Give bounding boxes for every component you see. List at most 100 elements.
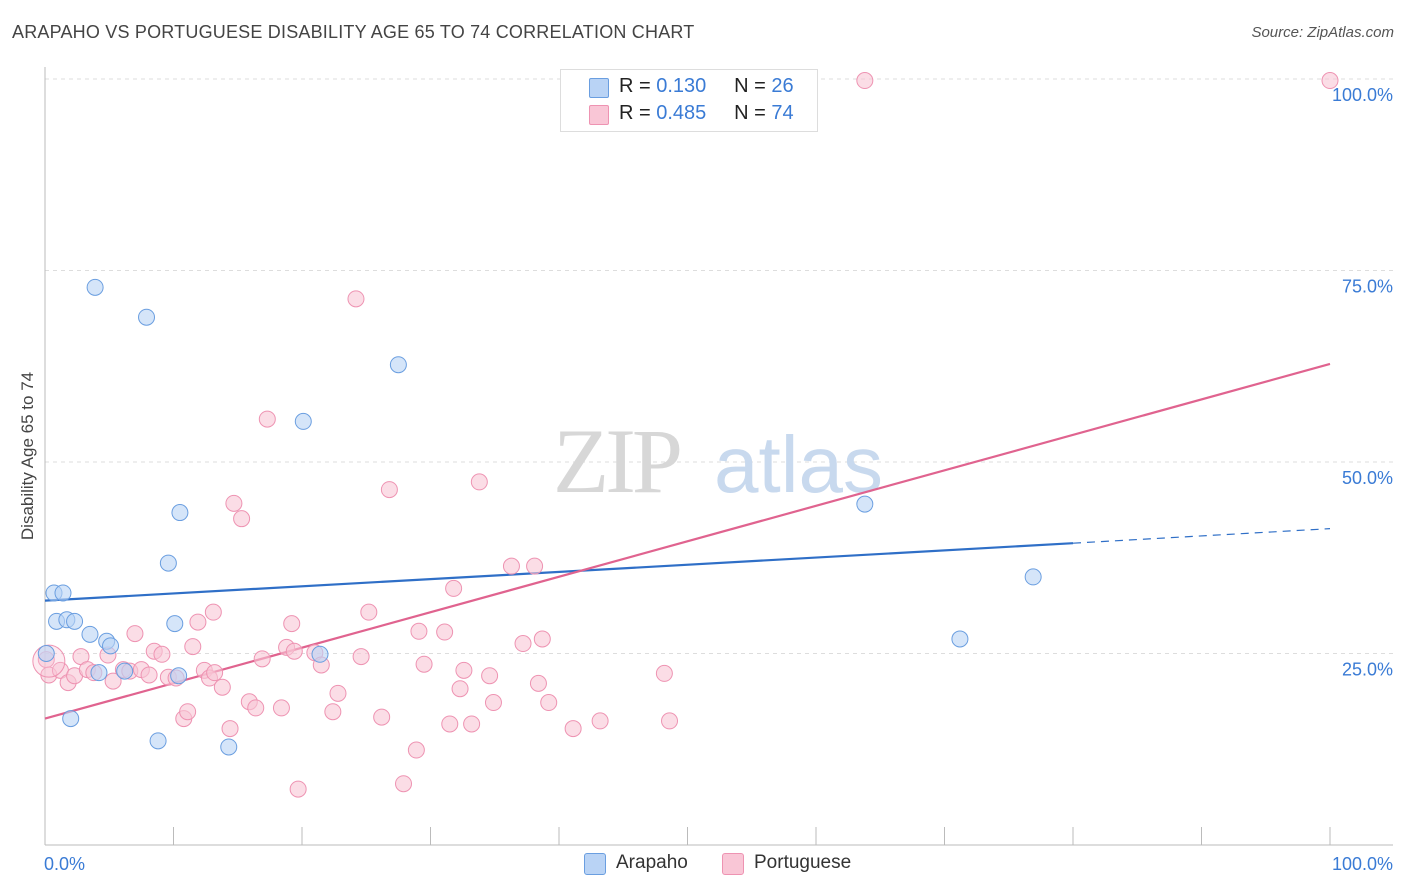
portuguese-point xyxy=(526,557,544,575)
portuguese-trend-line xyxy=(44,362,1331,720)
arapaho-point xyxy=(138,308,156,326)
portuguese-point xyxy=(104,672,122,690)
y-tick-label: 50.0% xyxy=(1342,468,1393,488)
legend-n-label: N = xyxy=(734,75,766,97)
portuguese-point xyxy=(347,290,365,308)
arapaho-point xyxy=(166,615,184,633)
portuguese-point xyxy=(285,642,303,660)
legend-r-value: 0.130 xyxy=(656,75,707,97)
portuguese-point xyxy=(184,638,202,656)
portuguese-point xyxy=(514,635,532,653)
portuguese-point xyxy=(179,703,197,721)
arapaho-legend-label: Arapaho xyxy=(616,852,688,873)
portuguese-point xyxy=(221,720,239,738)
portuguese-point xyxy=(258,410,276,428)
x-tick-label: 0.0% xyxy=(44,854,85,874)
legend-r-value: 0.485 xyxy=(656,102,707,124)
portuguese-point xyxy=(564,720,582,738)
portuguese-legend-swatch xyxy=(722,853,744,875)
portuguese-point xyxy=(451,680,469,698)
arapaho-point xyxy=(54,584,72,602)
arapaho-point xyxy=(102,637,120,655)
portuguese-point xyxy=(529,674,547,692)
arapaho-trend-extension xyxy=(1072,528,1331,544)
arapaho-point xyxy=(170,667,188,685)
arapaho-points xyxy=(37,278,1042,756)
arapaho-point xyxy=(311,645,329,663)
arapaho-swatch xyxy=(589,78,609,98)
portuguese-point xyxy=(225,494,243,512)
portuguese-point xyxy=(481,667,499,685)
portuguese-point xyxy=(455,661,473,679)
portuguese-point xyxy=(655,664,673,682)
arapaho-point xyxy=(37,645,55,662)
arapaho-point xyxy=(294,412,312,430)
portuguese-point xyxy=(206,664,224,682)
legend-r-label: R = xyxy=(619,102,651,124)
arapaho-point xyxy=(171,504,189,522)
portuguese-point xyxy=(352,648,370,666)
arapaho-point xyxy=(1024,568,1042,586)
legend-n-value: 26 xyxy=(771,75,794,97)
portuguese-swatch xyxy=(589,105,609,125)
arapaho-point xyxy=(116,662,134,680)
watermark: ZIP atlas xyxy=(553,410,883,512)
arapaho-point xyxy=(951,630,969,648)
portuguese-point xyxy=(441,715,459,733)
watermark-zip: ZIP xyxy=(553,410,680,512)
portuguese-point xyxy=(395,775,413,793)
portuguese-point xyxy=(153,645,171,663)
arapaho-point xyxy=(62,710,80,728)
portuguese-point xyxy=(470,473,488,491)
legend-n-value: 74 xyxy=(771,102,794,124)
arapaho-trend-line xyxy=(44,542,1074,602)
portuguese-point xyxy=(213,678,231,696)
portuguese-point xyxy=(324,703,342,721)
portuguese-point xyxy=(463,715,481,733)
arapaho-legend-swatch xyxy=(584,853,606,875)
portuguese-point xyxy=(591,712,609,730)
gridlines xyxy=(45,78,1393,654)
trend-lines xyxy=(44,362,1331,720)
portuguese-point xyxy=(415,655,433,673)
portuguese-legend-label: Portuguese xyxy=(754,852,852,873)
portuguese-point xyxy=(329,684,347,702)
portuguese-point xyxy=(1321,72,1339,90)
portuguese-point xyxy=(140,666,158,684)
y-tick-label: 25.0% xyxy=(1342,660,1393,680)
portuguese-point xyxy=(272,699,290,717)
stats-legend: R = 0.130 N = 26 R = 0.485 N = 74 xyxy=(560,69,818,132)
legend-n-label: N = xyxy=(734,102,766,124)
portuguese-point xyxy=(445,579,463,597)
portuguese-point xyxy=(410,622,428,640)
arapaho-point xyxy=(86,278,104,296)
portuguese-point xyxy=(380,481,398,499)
arapaho-point xyxy=(81,625,99,643)
portuguese-point xyxy=(126,625,144,643)
portuguese-point xyxy=(661,712,679,730)
arapaho-point xyxy=(90,664,108,682)
y-axis-label: Disability Age 65 to 74 xyxy=(18,371,37,541)
source-label: Source: ZipAtlas.com xyxy=(1251,24,1394,41)
axes xyxy=(44,67,1393,846)
portuguese-point xyxy=(189,613,207,631)
portuguese-point xyxy=(247,699,265,717)
portuguese-point xyxy=(204,603,222,621)
portuguese-point xyxy=(436,623,454,641)
chart-title: ARAPAHO VS PORTUGUESE DISABILITY AGE 65 … xyxy=(12,22,695,42)
arapaho-point xyxy=(389,356,407,374)
tick-labels: 25.0% 50.0% 75.0% 100.0% 0.0% 100.0% xyxy=(44,85,1393,874)
arapaho-point xyxy=(149,732,167,750)
portuguese-point xyxy=(289,780,307,798)
legend-r-label: R = xyxy=(619,75,651,97)
arapaho-point xyxy=(66,612,84,630)
portuguese-point xyxy=(407,741,425,759)
portuguese-point xyxy=(233,510,251,528)
arapaho-point xyxy=(159,554,177,572)
watermark-atlas: atlas xyxy=(714,420,883,509)
portuguese-point xyxy=(283,615,301,633)
portuguese-point xyxy=(360,603,378,621)
portuguese-point xyxy=(253,650,271,668)
portuguese-point xyxy=(502,557,520,575)
